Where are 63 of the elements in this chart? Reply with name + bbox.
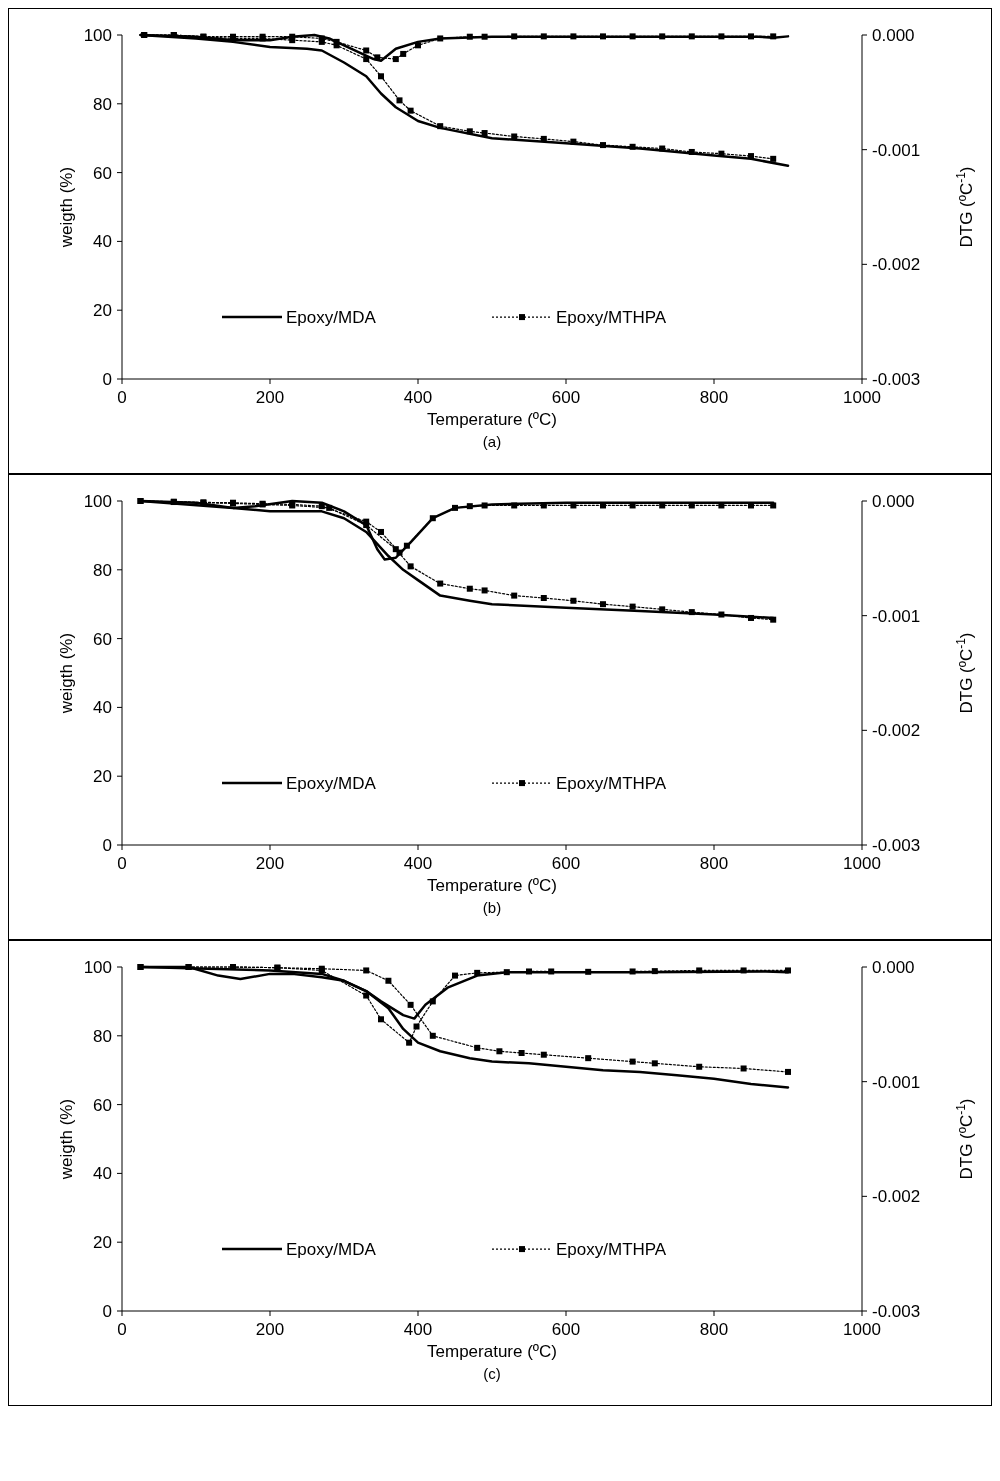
y-axis-title: weigth (%): [57, 1098, 76, 1181]
y-tick-label: 0: [102, 1302, 112, 1321]
x-tick-label: 0: [117, 1320, 127, 1339]
x-tick-label: 200: [255, 1320, 285, 1339]
x-tick-label: 600: [551, 388, 581, 407]
x-tick-label: 0: [117, 388, 127, 407]
legend-label: Epoxy/MDA: [286, 1240, 377, 1260]
x-tick-label: 400: [403, 854, 433, 873]
x-tick-label: 1000: [843, 1320, 881, 1339]
x-tick-label: 400: [403, 388, 433, 407]
y2-tick-label: 0.000: [872, 958, 915, 977]
legend-label: Epoxy/MTHPA: [556, 308, 667, 328]
y2-tick-label: -0.001: [872, 606, 921, 626]
x-axis-title: Temperature (ºC): [427, 410, 557, 429]
legend-label: Epoxy/MDA: [286, 308, 377, 328]
y2-tick-label: -0.002: [872, 1187, 921, 1207]
x-tick-label: 1000: [843, 854, 881, 873]
x-axis-title: Temperature (ºC): [427, 876, 557, 895]
x-tick-label: 800: [699, 388, 729, 407]
legend-label: Epoxy/MTHPA: [556, 1240, 667, 1260]
y-tick-label: 60: [93, 1095, 112, 1115]
y2-tick-label: -0.003: [872, 370, 921, 389]
y-tick-label: 80: [93, 560, 112, 580]
x-tick-label: 600: [551, 1320, 581, 1339]
y-tick-label: 80: [93, 1026, 112, 1046]
y-tick-label: 20: [93, 301, 112, 321]
y-tick-label: 100: [83, 958, 112, 977]
y-tick-label: 100: [83, 26, 112, 45]
y-tick-label: 20: [93, 767, 112, 787]
x-tick-label: 800: [699, 1320, 729, 1339]
y-tick-label: 100: [83, 492, 112, 511]
text: (c): [483, 1365, 501, 1382]
y2-tick-label: -0.002: [872, 255, 921, 275]
y2-tick-label: -0.003: [872, 1302, 921, 1321]
y-tick-label: 0: [102, 836, 112, 855]
y2-tick-label: -0.002: [872, 721, 921, 741]
x-axis-title: Temperature (ºC): [427, 1342, 557, 1361]
y-tick-label: 20: [93, 1233, 112, 1253]
x-tick-label: 0: [117, 854, 127, 873]
x-tick-label: 600: [551, 854, 581, 873]
y-tick-label: 40: [93, 232, 112, 252]
y-axis-title: weigth (%): [57, 166, 76, 249]
x-tick-label: 400: [403, 1320, 433, 1339]
legend-label: Epoxy/MTHPA: [556, 774, 667, 794]
y-tick-label: 60: [93, 163, 112, 183]
y-axis-title: weigth (%): [57, 632, 76, 715]
y2-tick-label: 0.000: [872, 492, 915, 511]
y-tick-label: 40: [93, 1164, 112, 1184]
x-tick-label: 1000: [843, 388, 881, 407]
x-tick-label: 200: [255, 854, 285, 873]
y2-tick-label: -0.001: [872, 1072, 921, 1092]
y-tick-label: 0: [102, 370, 112, 389]
y-tick-label: 80: [93, 94, 112, 114]
x-tick-label: 200: [255, 388, 285, 407]
y2-tick-label: 0.000: [872, 26, 915, 45]
y-tick-label: 40: [93, 698, 112, 718]
text: (b): [482, 899, 502, 916]
y2-tick-label: -0.003: [872, 836, 921, 855]
legend-label: Epoxy/MDA: [286, 774, 377, 794]
y-tick-label: 60: [93, 629, 112, 649]
x-tick-label: 800: [699, 854, 729, 873]
y2-tick-label: -0.001: [872, 140, 921, 160]
text: (a): [482, 433, 502, 450]
